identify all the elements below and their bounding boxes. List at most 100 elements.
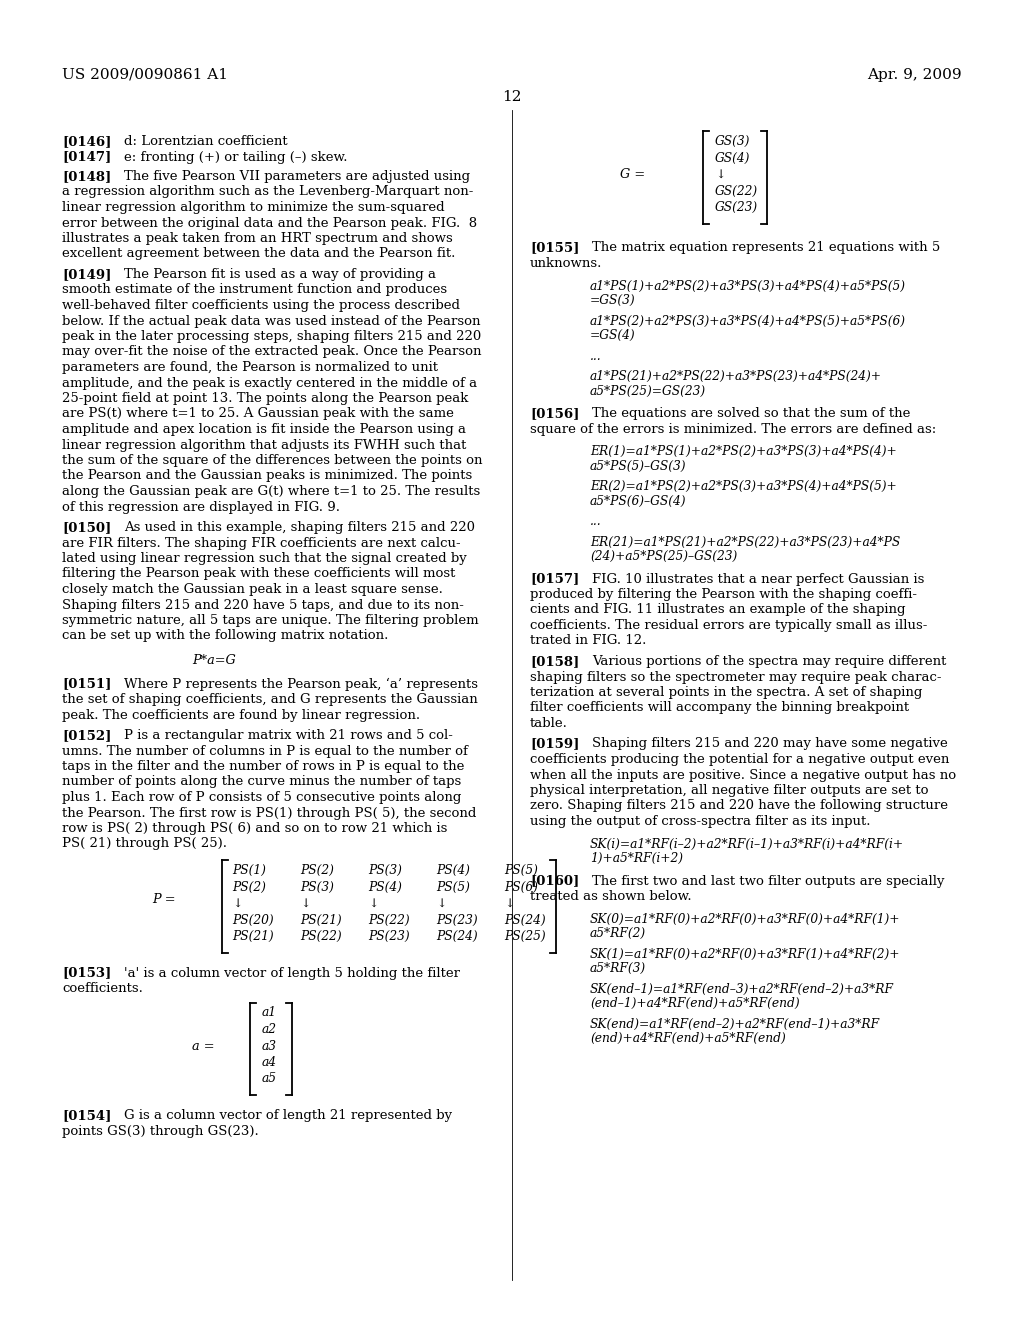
Text: US 2009/0090861 A1: US 2009/0090861 A1 [62, 69, 228, 82]
Text: [0151]: [0151] [62, 677, 112, 690]
Text: ER(21)=a1*PS(21)+a2*PS(22)+a3*PS(23)+a4*PS: ER(21)=a1*PS(21)+a2*PS(22)+a3*PS(23)+a4*… [590, 536, 900, 549]
Text: PS( 21) through PS( 25).: PS( 21) through PS( 25). [62, 837, 227, 850]
Text: P is a rectangular matrix with 21 rows and 5 col-: P is a rectangular matrix with 21 rows a… [124, 729, 453, 742]
Text: PS(23): PS(23) [436, 913, 477, 927]
Text: [0158]: [0158] [530, 655, 580, 668]
Text: [0159]: [0159] [530, 738, 580, 751]
Text: P =: P = [152, 894, 175, 906]
Text: PS(2): PS(2) [300, 865, 334, 876]
Text: PS(3): PS(3) [368, 865, 401, 876]
Text: ...: ... [590, 350, 602, 363]
Text: parameters are found, the Pearson is normalized to unit: parameters are found, the Pearson is nor… [62, 360, 438, 374]
Text: PS(1): PS(1) [232, 865, 266, 876]
Text: [0146]: [0146] [62, 135, 112, 148]
Text: closely match the Gaussian peak in a least square sense.: closely match the Gaussian peak in a lea… [62, 583, 442, 597]
Text: a1*PS(21)+a2*PS(22)+a3*PS(23)+a4*PS(24)+: a1*PS(21)+a2*PS(22)+a3*PS(23)+a4*PS(24)+ [590, 370, 882, 383]
Text: a2: a2 [262, 1023, 278, 1036]
Text: 'a' is a column vector of length 5 holding the filter: 'a' is a column vector of length 5 holdi… [124, 966, 460, 979]
Text: ↓: ↓ [715, 168, 725, 181]
Text: umns. The number of columns in P is equal to the number of: umns. The number of columns in P is equa… [62, 744, 468, 758]
Text: The equations are solved so that the sum of the: The equations are solved so that the sum… [592, 407, 910, 420]
Text: the Pearson. The first row is PS(1) through PS( 5), the second: the Pearson. The first row is PS(1) thro… [62, 807, 476, 820]
Text: trated in FIG. 12.: trated in FIG. 12. [530, 635, 646, 648]
Text: [0153]: [0153] [62, 966, 112, 979]
Text: below. If the actual peak data was used instead of the Pearson: below. If the actual peak data was used … [62, 314, 480, 327]
Text: the sum of the square of the differences between the points on: the sum of the square of the differences… [62, 454, 482, 467]
Text: SK(i)=a1*RF(i–2)+a2*RF(i–1)+a3*RF(i)+a4*RF(i+: SK(i)=a1*RF(i–2)+a2*RF(i–1)+a3*RF(i)+a4*… [590, 837, 904, 850]
Text: points GS(3) through GS(23).: points GS(3) through GS(23). [62, 1125, 259, 1138]
Text: number of points along the curve minus the number of taps: number of points along the curve minus t… [62, 776, 461, 788]
Text: table.: table. [530, 717, 568, 730]
Text: SK(0)=a1*RF(0)+a2*RF(0)+a3*RF(0)+a4*RF(1)+: SK(0)=a1*RF(0)+a2*RF(0)+a3*RF(0)+a4*RF(1… [590, 912, 900, 925]
Text: a5*PS(25)=GS(23): a5*PS(25)=GS(23) [590, 384, 707, 397]
Text: (24)+a5*PS(25)–GS(23): (24)+a5*PS(25)–GS(23) [590, 550, 737, 564]
Text: =GS(3): =GS(3) [590, 294, 636, 308]
Text: PS(24): PS(24) [436, 931, 477, 942]
Text: well-behaved filter coefficients using the process described: well-behaved filter coefficients using t… [62, 300, 460, 312]
Text: a1: a1 [262, 1006, 278, 1019]
Text: treated as shown below.: treated as shown below. [530, 890, 691, 903]
Text: of this regression are displayed in FIG. 9.: of this regression are displayed in FIG.… [62, 500, 340, 513]
Text: SK(1)=a1*RF(0)+a2*RF(0)+a3*RF(1)+a4*RF(2)+: SK(1)=a1*RF(0)+a2*RF(0)+a3*RF(1)+a4*RF(2… [590, 948, 900, 961]
Text: [0150]: [0150] [62, 521, 112, 535]
Text: ER(1)=a1*PS(1)+a2*PS(2)+a3*PS(3)+a4*PS(4)+: ER(1)=a1*PS(1)+a2*PS(2)+a3*PS(3)+a4*PS(4… [590, 445, 897, 458]
Text: coefficients.: coefficients. [62, 982, 143, 995]
Text: PS(2): PS(2) [232, 880, 266, 894]
Text: ↓: ↓ [504, 898, 514, 909]
Text: (end)+a4*RF(end)+a5*RF(end): (end)+a4*RF(end)+a5*RF(end) [590, 1032, 785, 1045]
Text: excellent agreement between the data and the Pearson fit.: excellent agreement between the data and… [62, 248, 456, 260]
Text: PS(5): PS(5) [504, 865, 538, 876]
Text: a5*RF(2): a5*RF(2) [590, 927, 646, 940]
Text: [0156]: [0156] [530, 407, 580, 420]
Text: a regression algorithm such as the Levenberg-Marquart non-: a regression algorithm such as the Leven… [62, 186, 473, 198]
Text: ↓: ↓ [436, 898, 446, 909]
Text: when all the inputs are positive. Since a negative output has no: when all the inputs are positive. Since … [530, 768, 956, 781]
Text: 25-point field at point 13. The points along the Pearson peak: 25-point field at point 13. The points a… [62, 392, 468, 405]
Text: [0148]: [0148] [62, 170, 112, 183]
Text: may over-fit the noise of the extracted peak. Once the Pearson: may over-fit the noise of the extracted … [62, 346, 481, 359]
Text: The first two and last two filter outputs are specially: The first two and last two filter output… [592, 874, 944, 887]
Text: PS(22): PS(22) [368, 913, 410, 927]
Text: physical interpretation, all negative filter outputs are set to: physical interpretation, all negative fi… [530, 784, 929, 797]
Text: PS(22): PS(22) [300, 931, 342, 942]
Text: peak in the later processing steps, shaping filters 215 and 220: peak in the later processing steps, shap… [62, 330, 481, 343]
Text: linear regression algorithm to minimize the sum-squared: linear regression algorithm to minimize … [62, 201, 444, 214]
Text: PS(20): PS(20) [232, 913, 273, 927]
Text: a5*RF(3): a5*RF(3) [590, 962, 646, 975]
Text: the set of shaping coefficients, and G represents the Gaussian: the set of shaping coefficients, and G r… [62, 693, 478, 706]
Text: are PS(t) where t=1 to 25. A Gaussian peak with the same: are PS(t) where t=1 to 25. A Gaussian pe… [62, 408, 454, 421]
Text: SK(end–1)=a1*RF(end–3)+a2*RF(end–2)+a3*RF: SK(end–1)=a1*RF(end–3)+a2*RF(end–2)+a3*R… [590, 982, 894, 995]
Text: PS(4): PS(4) [368, 880, 401, 894]
Text: a1*PS(1)+a2*PS(2)+a3*PS(3)+a4*PS(4)+a5*PS(5): a1*PS(1)+a2*PS(2)+a3*PS(3)+a4*PS(4)+a5*P… [590, 280, 906, 293]
Text: symmetric nature, all 5 taps are unique. The filtering problem: symmetric nature, all 5 taps are unique.… [62, 614, 478, 627]
Text: square of the errors is minimized. The errors are defined as:: square of the errors is minimized. The e… [530, 422, 936, 436]
Text: PS(4): PS(4) [436, 865, 470, 876]
Text: error between the original data and the Pearson peak. FIG.  8: error between the original data and the … [62, 216, 477, 230]
Text: [0160]: [0160] [530, 874, 580, 887]
Text: coefficients producing the potential for a negative output even: coefficients producing the potential for… [530, 752, 949, 766]
Text: row is PS( 2) through PS( 6) and so on to row 21 which is: row is PS( 2) through PS( 6) and so on t… [62, 822, 447, 836]
Text: a =: a = [193, 1040, 214, 1052]
Text: GS(22): GS(22) [715, 185, 758, 198]
Text: the Pearson and the Gaussian peaks is minimized. The points: the Pearson and the Gaussian peaks is mi… [62, 470, 472, 483]
Text: plus 1. Each row of P consists of 5 consecutive points along: plus 1. Each row of P consists of 5 cons… [62, 791, 462, 804]
Text: [0154]: [0154] [62, 1109, 112, 1122]
Text: ↓: ↓ [300, 898, 310, 909]
Text: terization at several points in the spectra. A set of shaping: terization at several points in the spec… [530, 686, 923, 700]
Text: Apr. 9, 2009: Apr. 9, 2009 [867, 69, 962, 82]
Text: PS(3): PS(3) [300, 880, 334, 894]
Text: [0147]: [0147] [62, 150, 112, 164]
Text: a5: a5 [262, 1072, 278, 1085]
Text: taps in the filter and the number of rows in P is equal to the: taps in the filter and the number of row… [62, 760, 464, 774]
Text: PS(6): PS(6) [504, 880, 538, 894]
Text: lated using linear regression such that the signal created by: lated using linear regression such that … [62, 552, 467, 565]
Text: FIG. 10 illustrates that a near perfect Gaussian is: FIG. 10 illustrates that a near perfect … [592, 573, 925, 586]
Text: PS(5): PS(5) [436, 880, 470, 894]
Text: peak. The coefficients are found by linear regression.: peak. The coefficients are found by line… [62, 709, 420, 722]
Text: amplitude, and the peak is exactly centered in the middle of a: amplitude, and the peak is exactly cente… [62, 376, 477, 389]
Text: SK(end)=a1*RF(end–2)+a2*RF(end–1)+a3*RF: SK(end)=a1*RF(end–2)+a2*RF(end–1)+a3*RF [590, 1018, 880, 1031]
Text: filtering the Pearson peak with these coefficients will most: filtering the Pearson peak with these co… [62, 568, 456, 581]
Text: using the output of cross-spectra filter as its input.: using the output of cross-spectra filter… [530, 814, 870, 828]
Text: The five Pearson VII parameters are adjusted using: The five Pearson VII parameters are adju… [124, 170, 470, 183]
Text: [0149]: [0149] [62, 268, 112, 281]
